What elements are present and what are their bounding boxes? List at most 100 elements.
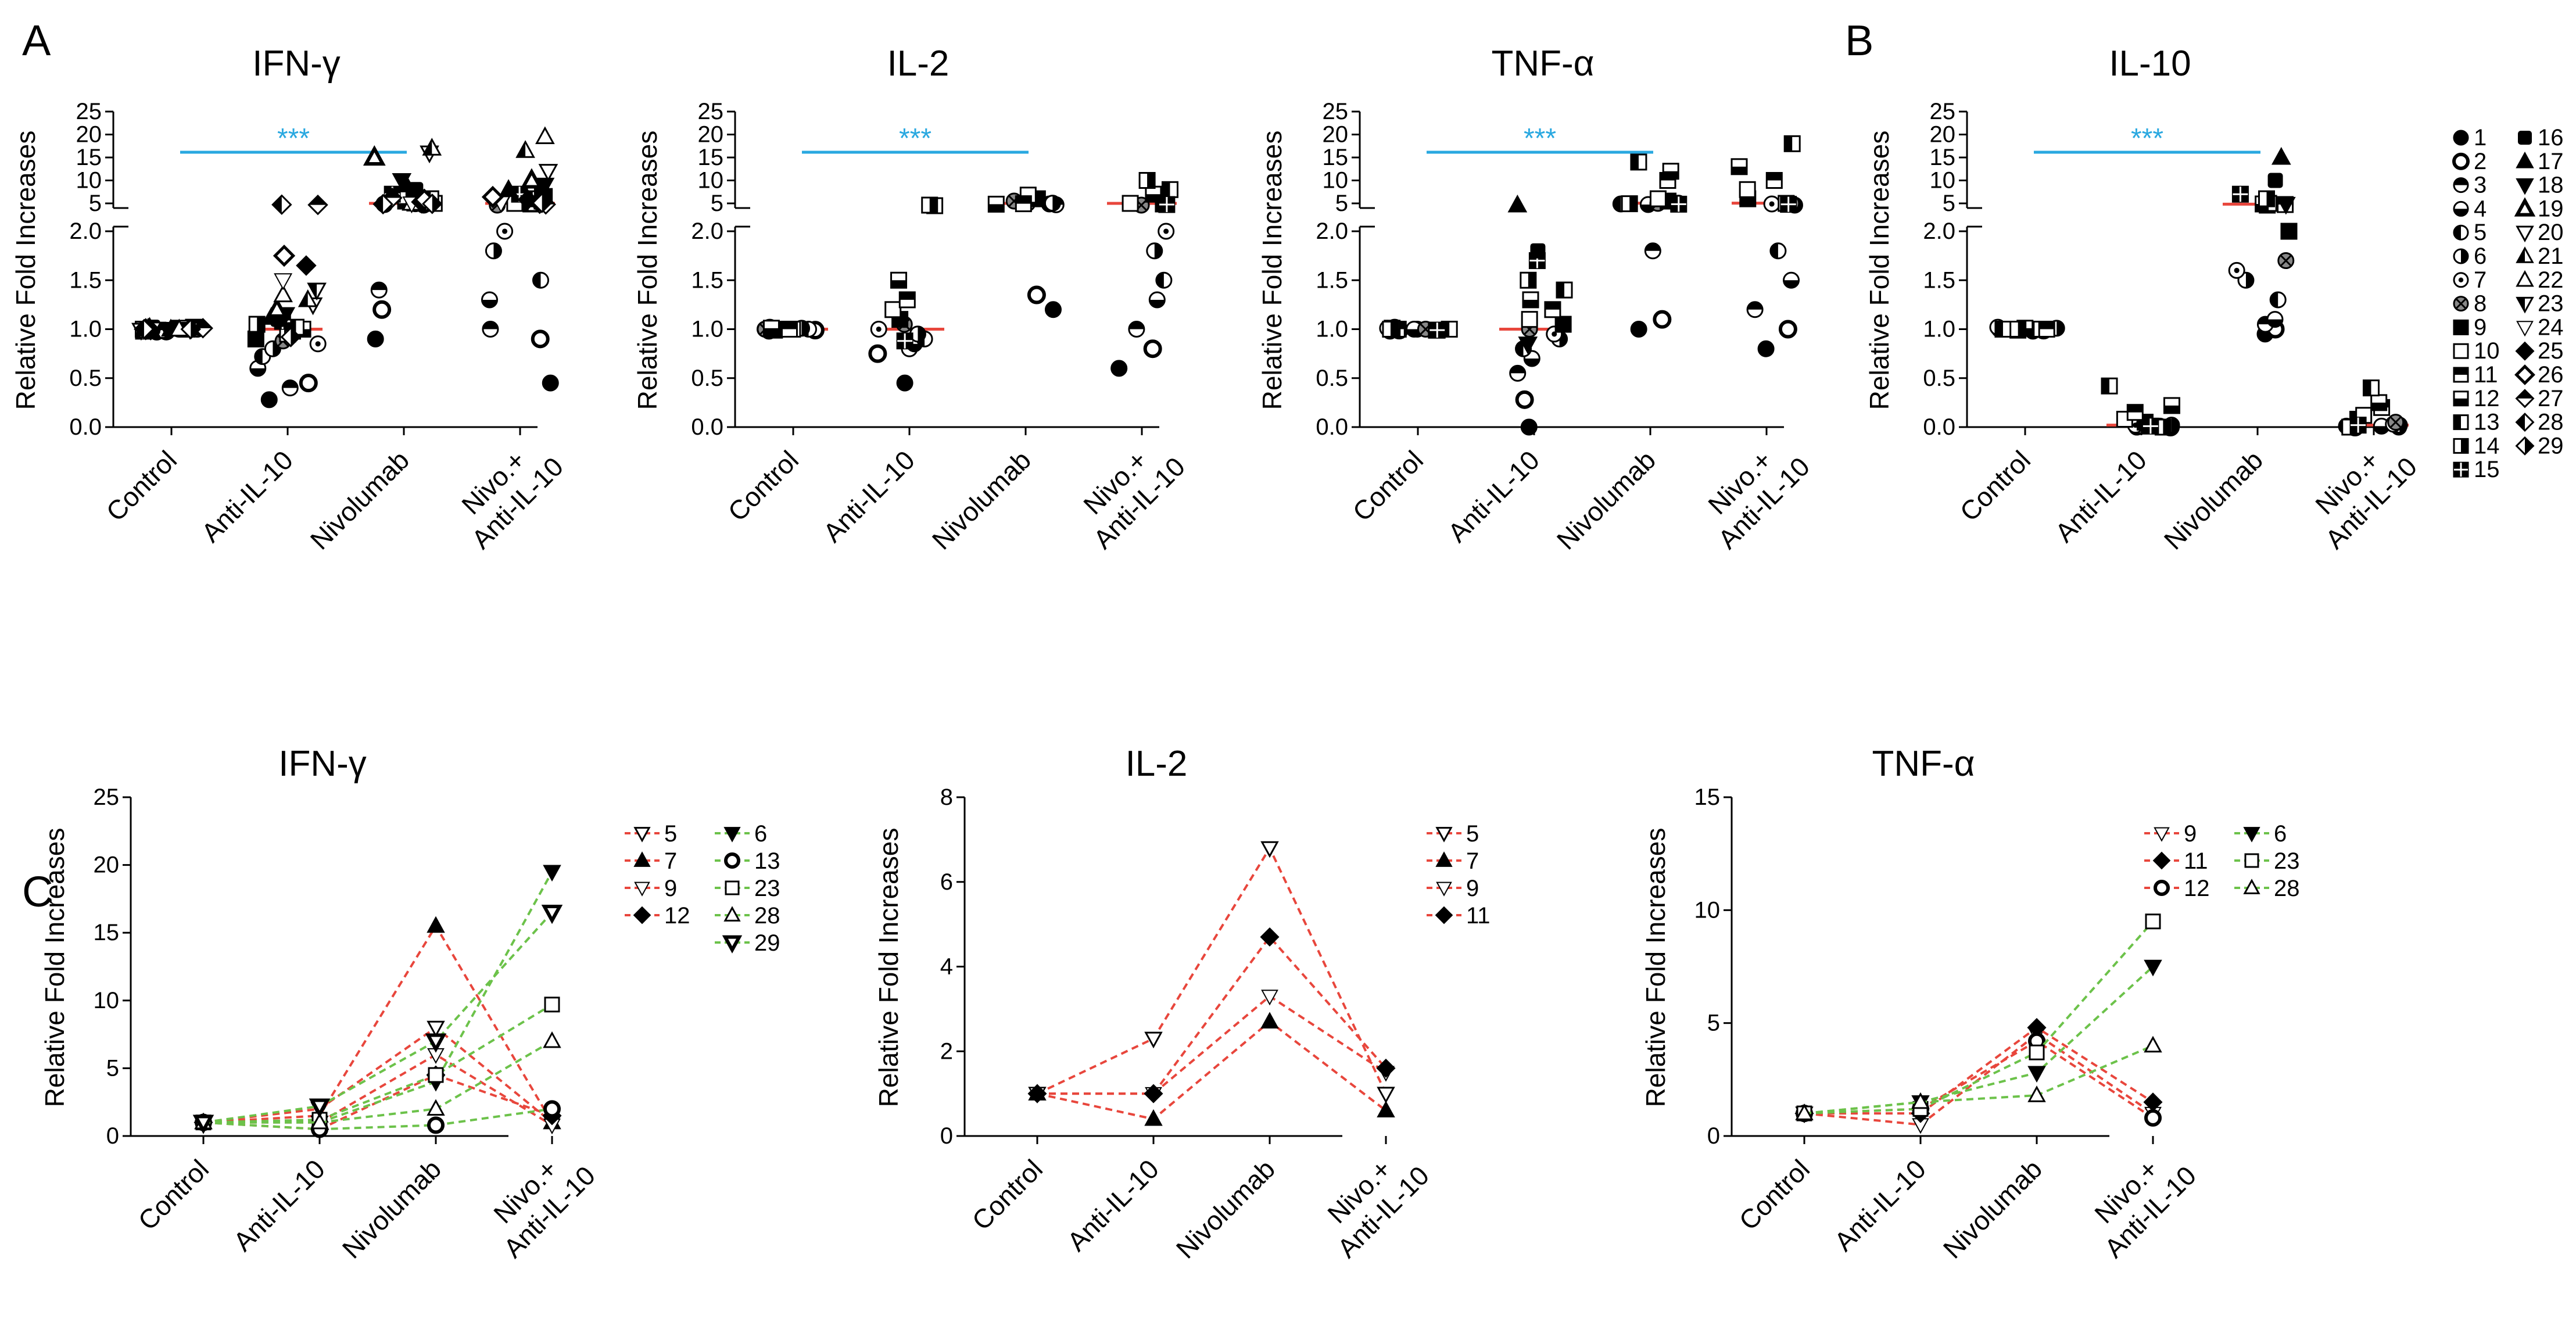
y-tick-label: 15 xyxy=(1930,145,1956,170)
marker-square xyxy=(247,330,264,347)
category-label-line: Nivolumab xyxy=(926,445,1037,555)
y-tick-label: 10 xyxy=(1694,897,1721,923)
marker-dot xyxy=(2458,277,2464,282)
marker-triangle-down xyxy=(1261,990,1278,1006)
data-point-nivoantiil10 xyxy=(1746,301,1764,318)
marker-half xyxy=(1770,243,1778,259)
series-point-23 xyxy=(2145,913,2161,930)
data-point-antiil10 xyxy=(271,194,292,215)
category-label-4: Nivo.+Anti-IL-10 xyxy=(2297,429,2423,554)
legend-label: 12 xyxy=(2184,876,2210,901)
data-point-nivoantiil10 xyxy=(1780,196,1797,213)
y-tick-label: 15 xyxy=(698,145,724,170)
legend-label: 16 xyxy=(2538,125,2564,150)
legend-icon-half-circle-top xyxy=(2453,177,2469,193)
marker-half xyxy=(2517,298,2525,312)
marker-triangle xyxy=(1795,1103,1814,1120)
series-point-28 xyxy=(310,1112,329,1130)
marker-half xyxy=(1663,171,1679,179)
category-label-3: Nivolumab xyxy=(1551,445,1661,555)
marker-triangle xyxy=(2027,1085,2046,1102)
y-tick-label: 1.0 xyxy=(691,317,723,342)
marker-half xyxy=(1995,321,2003,337)
data-point-antiil10 xyxy=(273,284,293,303)
marker-half xyxy=(482,321,498,329)
chart-title: TNF-α xyxy=(1491,44,1594,84)
category-label-4: Nivo.+Anti-IL-10 xyxy=(1309,1138,1435,1263)
marker-circle xyxy=(868,344,887,363)
data-point-antiil10 xyxy=(298,289,318,307)
marker-half xyxy=(1156,273,1164,288)
marker-triangle xyxy=(2514,197,2536,217)
marker-half xyxy=(383,188,402,198)
legend-label: 13 xyxy=(2474,410,2500,435)
marker-half xyxy=(1128,321,1144,329)
series-point-5 xyxy=(1260,841,1279,858)
marker-circle xyxy=(2453,130,2469,146)
data-point-nivolumab xyxy=(392,173,412,191)
data-point-nivoantiil10 xyxy=(1138,172,1156,189)
legend-icon-half-square-right xyxy=(2453,438,2469,454)
series-point-5 xyxy=(1377,1087,1395,1104)
y-tick-label: 20 xyxy=(1930,122,1956,148)
category-label-line: Nivolumab xyxy=(336,1153,447,1264)
data-point-antiil10 xyxy=(2126,404,2144,421)
series-point-28 xyxy=(427,1099,445,1116)
marker-dot xyxy=(1769,201,1775,207)
marker-triangle-down xyxy=(1435,827,1453,843)
data-point-nivolumab xyxy=(2266,311,2284,328)
series-line-6 xyxy=(1804,966,2154,1115)
legend-icon-open-triangle-down-thin xyxy=(2154,827,2170,842)
scatter-panel-ifn: IFN-γ *** Relative Fold Increases 510152025… xyxy=(10,44,569,556)
data-point-antiil10 xyxy=(1520,418,1538,436)
marker-triangle-down xyxy=(192,1114,214,1134)
category-label-2: Anti-IL-10 xyxy=(1442,445,1545,548)
legend-ab: 1234567891011121314151617181920212223242… xyxy=(2452,125,2564,482)
data-point-nivolumab xyxy=(372,193,393,215)
data-point-nivoantiil10 xyxy=(1763,195,1780,213)
marker-half xyxy=(782,321,797,329)
data-point-nivolumab xyxy=(2280,223,2298,240)
legend-label: 12 xyxy=(2474,386,2500,411)
data-point-nivolumab xyxy=(2269,291,2287,309)
legend-label: 7 xyxy=(664,848,677,874)
category-label-line: Nivolumab xyxy=(1170,1153,1281,1264)
marker-triangle-down xyxy=(425,1033,447,1053)
y-tick-label: 4 xyxy=(940,954,953,980)
legend-label: 27 xyxy=(2538,386,2564,411)
category-label-line: Control xyxy=(722,445,804,527)
legend-label: 29 xyxy=(754,930,780,956)
y-tick-label: 5 xyxy=(711,191,723,216)
legend-label: 22 xyxy=(2538,267,2564,293)
category-label-3: Nivolumab xyxy=(304,445,415,555)
marker-square xyxy=(1649,190,1667,207)
marker-triangle xyxy=(2516,270,2534,287)
series-line-11 xyxy=(1804,1026,2154,1115)
series-point-12 xyxy=(2144,1109,2162,1127)
legend-icon-open-triangle-bold xyxy=(2514,197,2536,217)
marker-circle xyxy=(1520,418,1538,436)
category-label-2: Anti-IL-10 xyxy=(817,445,920,548)
data-point-antiil10 xyxy=(247,330,264,347)
legend-icon-filled-triangle xyxy=(2516,151,2534,169)
data-point-control xyxy=(134,318,155,340)
series-point-13 xyxy=(543,1100,561,1118)
data-point-nivolumab xyxy=(1644,242,1661,260)
y-tick-label: 2.0 xyxy=(1316,218,1348,244)
y-tick-label: 25 xyxy=(698,99,724,124)
marker-dot xyxy=(315,341,321,347)
legend-icon-open-circle-bold xyxy=(724,852,740,869)
category-label-2: Anti-IL-10 xyxy=(227,1153,331,1257)
data-point-nivoantiil10 xyxy=(1783,271,1800,289)
data-point-nivolumab xyxy=(1621,195,1638,213)
marker-square xyxy=(1554,316,1572,333)
legend-label: 5 xyxy=(664,821,677,847)
legend-icon-open-triangle-down xyxy=(1435,827,1453,843)
marker-triangle xyxy=(427,916,445,933)
marker-triangle-down xyxy=(1436,881,1452,897)
marker-half xyxy=(432,195,442,213)
data-point-nivoantiil10 xyxy=(1128,321,1145,338)
y-tick-label: 1.5 xyxy=(1923,267,1955,293)
y-tick-label: 20 xyxy=(1323,122,1349,148)
